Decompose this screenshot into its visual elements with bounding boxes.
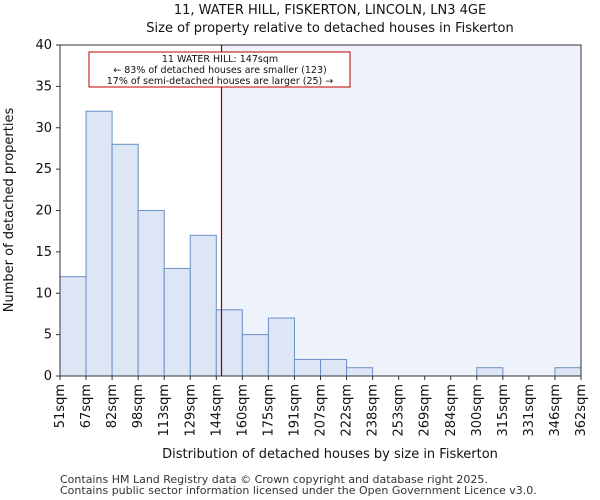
- x-tick-label-284sqm: 284sqm: [444, 384, 459, 437]
- y-tick-label-25: 25: [35, 162, 52, 177]
- annotation-box: 11 WATER HILL: 147sqm ← 83% of detached …: [88, 51, 351, 88]
- x-tick-label-51sqm: 51sqm: [53, 384, 68, 428]
- bar-207sqm: [320, 358, 348, 377]
- bar-175sqm: [267, 317, 295, 377]
- y-tick-label-10: 10: [35, 286, 52, 301]
- bar-82sqm: [111, 143, 139, 377]
- y-tick-label-35: 35: [35, 79, 52, 94]
- annotation-border: [88, 51, 351, 88]
- x-tick-label-238sqm: 238sqm: [366, 384, 381, 437]
- bar-98sqm: [137, 210, 165, 377]
- y-tick-label-40: 40: [35, 38, 52, 53]
- y-tick-label-5: 5: [44, 328, 52, 343]
- y-tick-label-30: 30: [35, 121, 52, 136]
- bar-160sqm: [241, 334, 269, 377]
- x-tick-label-175sqm: 175sqm: [261, 384, 276, 437]
- bar-191sqm: [293, 358, 322, 377]
- x-tick-label-67sqm: 67sqm: [79, 384, 94, 428]
- bar-222sqm: [346, 367, 374, 377]
- x-tick-label-191sqm: 191sqm: [287, 384, 302, 437]
- bar-51sqm: [59, 276, 87, 377]
- x-tick-label-269sqm: 269sqm: [418, 384, 433, 437]
- x-tick-label-300sqm: 300sqm: [470, 384, 485, 437]
- bar-346sqm: [554, 367, 582, 377]
- annotation-line-1: 11 WATER HILL: 147sqm: [162, 54, 278, 65]
- y-tick-label-15: 15: [35, 245, 52, 260]
- x-tick-label-98sqm: 98sqm: [131, 384, 146, 428]
- x-tick-label-253sqm: 253sqm: [392, 384, 407, 437]
- footer-line-2: Contains public sector information licen…: [60, 484, 537, 497]
- annotation-line-3: 17% of semi-detached houses are larger (…: [107, 76, 334, 87]
- x-tick-label-129sqm: 129sqm: [183, 384, 198, 437]
- x-tick-label-222sqm: 222sqm: [340, 384, 355, 437]
- x-tick-label-82sqm: 82sqm: [105, 384, 120, 428]
- plot-area: 0 5 10 15 20 25 30 35 40 51sqm 67sqm 82sqm 98sqm 113s…: [35, 38, 589, 437]
- annotation-line-2: ← 83% of detached houses are smaller (12…: [113, 65, 326, 76]
- y-tick-label-20: 20: [35, 204, 52, 219]
- bar-144sqm: [215, 309, 243, 377]
- bar-300sqm: [476, 367, 504, 377]
- chart-title: 11, WATER HILL, FISKERTON, LINCOLN, LN3 …: [174, 3, 486, 18]
- x-tick-label-160sqm: 160sqm: [235, 384, 250, 437]
- x-tick-label-346sqm: 346sqm: [548, 384, 563, 437]
- bar-67sqm: [85, 110, 113, 377]
- x-tick-label-315sqm: 315sqm: [496, 384, 511, 437]
- bar-129sqm: [189, 234, 217, 377]
- y-tick-label-0: 0: [44, 369, 52, 384]
- y-axis-label: Number of detached properties: [2, 108, 17, 313]
- x-tick-label-113sqm: 113sqm: [157, 384, 172, 437]
- x-tick-label-362sqm: 362sqm: [574, 384, 589, 437]
- x-tick-label-331sqm: 331sqm: [522, 384, 537, 437]
- x-tick-label-207sqm: 207sqm: [314, 384, 329, 437]
- chart-subtitle: Size of property relative to detached ho…: [146, 21, 513, 36]
- bar-113sqm: [163, 267, 191, 377]
- x-axis-label: Distribution of detached houses by size …: [162, 447, 498, 462]
- x-tick-label-144sqm: 144sqm: [209, 384, 224, 437]
- footer-line-1: Contains HM Land Registry data © Crown c…: [60, 473, 488, 486]
